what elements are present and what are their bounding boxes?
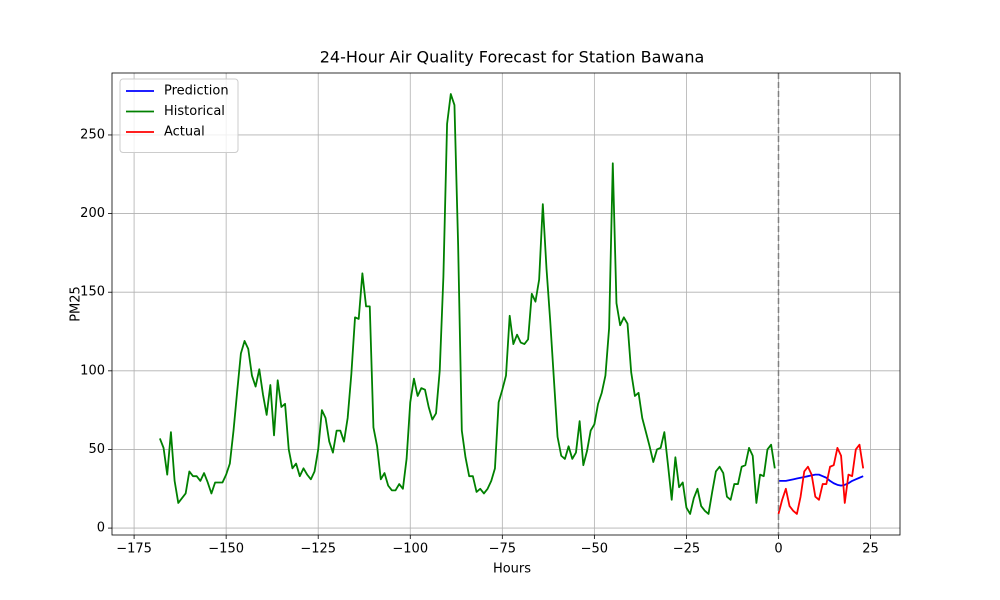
legend: Prediction Historical Actual <box>119 78 239 153</box>
series-line <box>159 93 776 515</box>
legend-label: Prediction <box>164 84 229 99</box>
legend-label: Historical <box>164 104 225 119</box>
x-tick-label: 0 <box>774 542 782 557</box>
x-tick-label: −25 <box>673 542 700 557</box>
x-tick-label: 25 <box>862 542 879 557</box>
x-tick-label: −175 <box>116 542 152 557</box>
y-tick-label: 150 <box>80 285 105 300</box>
x-tick-label: −50 <box>581 542 608 557</box>
y-tick-label: 0 <box>97 521 105 536</box>
series-line <box>778 473 864 487</box>
y-tick-label: 250 <box>80 127 105 142</box>
x-tick-label: −150 <box>208 542 244 557</box>
series-line <box>777 443 865 515</box>
y-tick-label: 50 <box>88 442 105 457</box>
chart-title: 24-Hour Air Quality Forecast for Station… <box>320 48 705 67</box>
y-tick-label: 100 <box>80 363 105 378</box>
x-tick-label: −125 <box>300 542 336 557</box>
legend-label: Actual <box>164 125 205 140</box>
x-tick-label: −75 <box>489 542 516 557</box>
y-tick-label: 200 <box>80 206 105 221</box>
x-axis-label: Hours <box>493 562 531 577</box>
plot-frame <box>111 72 901 536</box>
x-tick-label: −100 <box>392 542 428 557</box>
legend-box <box>119 78 239 153</box>
y-axis-label: PM25 <box>69 286 84 322</box>
